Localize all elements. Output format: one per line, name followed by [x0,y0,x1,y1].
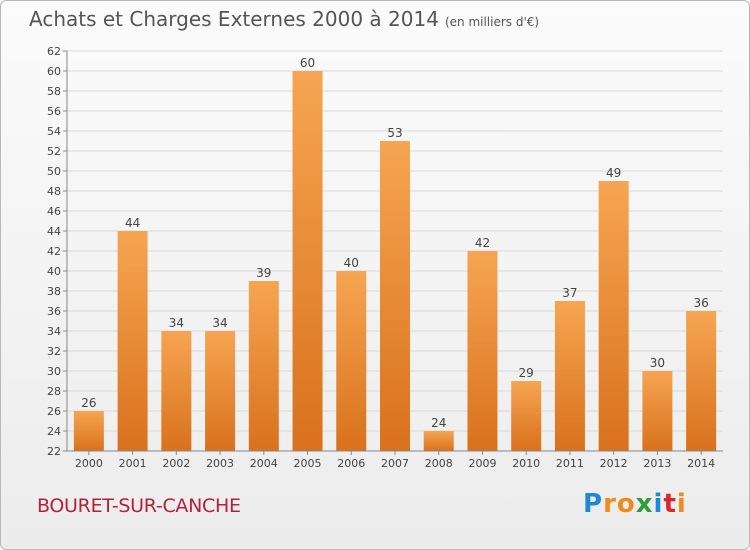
data-labels: 26 44 34 34 39 60 40 53 24 42 29 37 49 30 36 [81,56,709,430]
x-tick-label-2005: 2005 [294,457,322,470]
x-tick-label-2003: 2003 [206,457,234,470]
x-tick-label-2008: 2008 [425,457,453,470]
bar-2005 [292,71,323,451]
data-label-2014: 36 [693,296,708,310]
x-tick-label-2004: 2004 [250,457,278,470]
x-tick-label-2012: 2012 [600,457,628,470]
bar-2009 [467,251,498,451]
data-label-2011: 37 [562,286,577,300]
x-axis-ticks: 2000 2001 2002 2003 2004 2005 2006 2007 2008 2009… [75,451,715,470]
x-tick-label-2010: 2010 [512,457,540,470]
bar-2010 [511,381,542,451]
y-tick-label: 48 [47,185,61,198]
logo-letter: t [663,489,677,519]
logo-letter: i [653,489,664,519]
x-tick-label-2000: 2000 [75,457,103,470]
data-label-2001: 44 [125,216,140,230]
data-label-2006: 40 [344,256,359,270]
x-tick-label-2007: 2007 [381,457,409,470]
data-label-2000: 26 [81,396,96,410]
x-tick-label-2009: 2009 [468,457,496,470]
y-tick-label: 52 [47,145,61,158]
logo-letter: x [635,489,654,519]
x-tick-label-2013: 2013 [643,457,671,470]
y-tick-label: 32 [47,345,61,358]
y-tick-label: 24 [47,425,61,438]
logo-letter: o [616,489,636,519]
data-label-2008: 24 [431,416,446,430]
y-tick-label: 50 [47,165,61,178]
bar-2003 [205,331,236,451]
y-tick-label: 62 [47,45,61,58]
bar-2011 [554,301,585,451]
y-tick-label: 38 [47,285,61,298]
chart-title: Achats et Charges Externes 2000 à 2014 (e… [29,7,539,31]
logo-letter: P [583,489,604,519]
bar-2013 [642,371,673,451]
y-tick-label: 54 [47,125,61,138]
y-tick-label: 56 [47,105,61,118]
bar-2006 [336,271,367,451]
x-tick-label-2006: 2006 [337,457,365,470]
proxiti-logo[interactable]: Proxiti [583,489,687,519]
y-tick-label: 40 [47,265,61,278]
y-tick-label: 22 [47,445,61,458]
bar-2004 [248,281,279,451]
y-tick-label: 60 [47,65,61,78]
logo-letter: r [603,489,617,519]
x-tick-label-2001: 2001 [119,457,147,470]
data-label-2009: 42 [475,236,490,250]
x-tick-label-2011: 2011 [556,457,584,470]
bar-2000 [73,411,104,451]
title-text: Achats et Charges Externes 2000 à 2014 [29,7,439,31]
bar-2002 [161,331,192,451]
data-label-2013: 30 [650,356,665,370]
data-label-2003: 34 [212,316,227,330]
y-axis-ticks: 22 24 26 28 30 32 34 36 38 40 42 44 46 48 50 52 54 56 58 60… [47,45,67,458]
y-tick-label: 36 [47,305,61,318]
chart-subtitle: (en milliers d'€) [444,15,540,29]
bar-2001 [117,231,148,451]
x-tick-label-2014: 2014 [687,457,715,470]
y-tick-label: 46 [47,205,61,218]
x-tick-label-2002: 2002 [162,457,190,470]
bars [73,71,717,451]
y-tick-label: 28 [47,385,61,398]
data-label-2002: 34 [169,316,184,330]
y-tick-label: 58 [47,85,61,98]
data-label-2012: 49 [606,166,621,180]
data-label-2005: 60 [300,56,315,70]
data-label-2004: 39 [256,266,271,280]
bar-2008 [423,431,454,451]
y-tick-label: 30 [47,365,61,378]
logo-letter: i [676,489,687,519]
commune-name: BOURET-SUR-CANCHE [37,495,241,517]
data-label-2007: 53 [387,126,402,140]
y-tick-label: 34 [47,325,61,338]
y-tick-label: 42 [47,245,61,258]
y-tick-label: 26 [47,405,61,418]
bar-2012 [598,181,629,451]
bar-2007 [380,141,410,451]
bar-2014 [686,311,717,451]
data-label-2010: 29 [519,366,534,380]
y-tick-label: 44 [47,225,61,238]
